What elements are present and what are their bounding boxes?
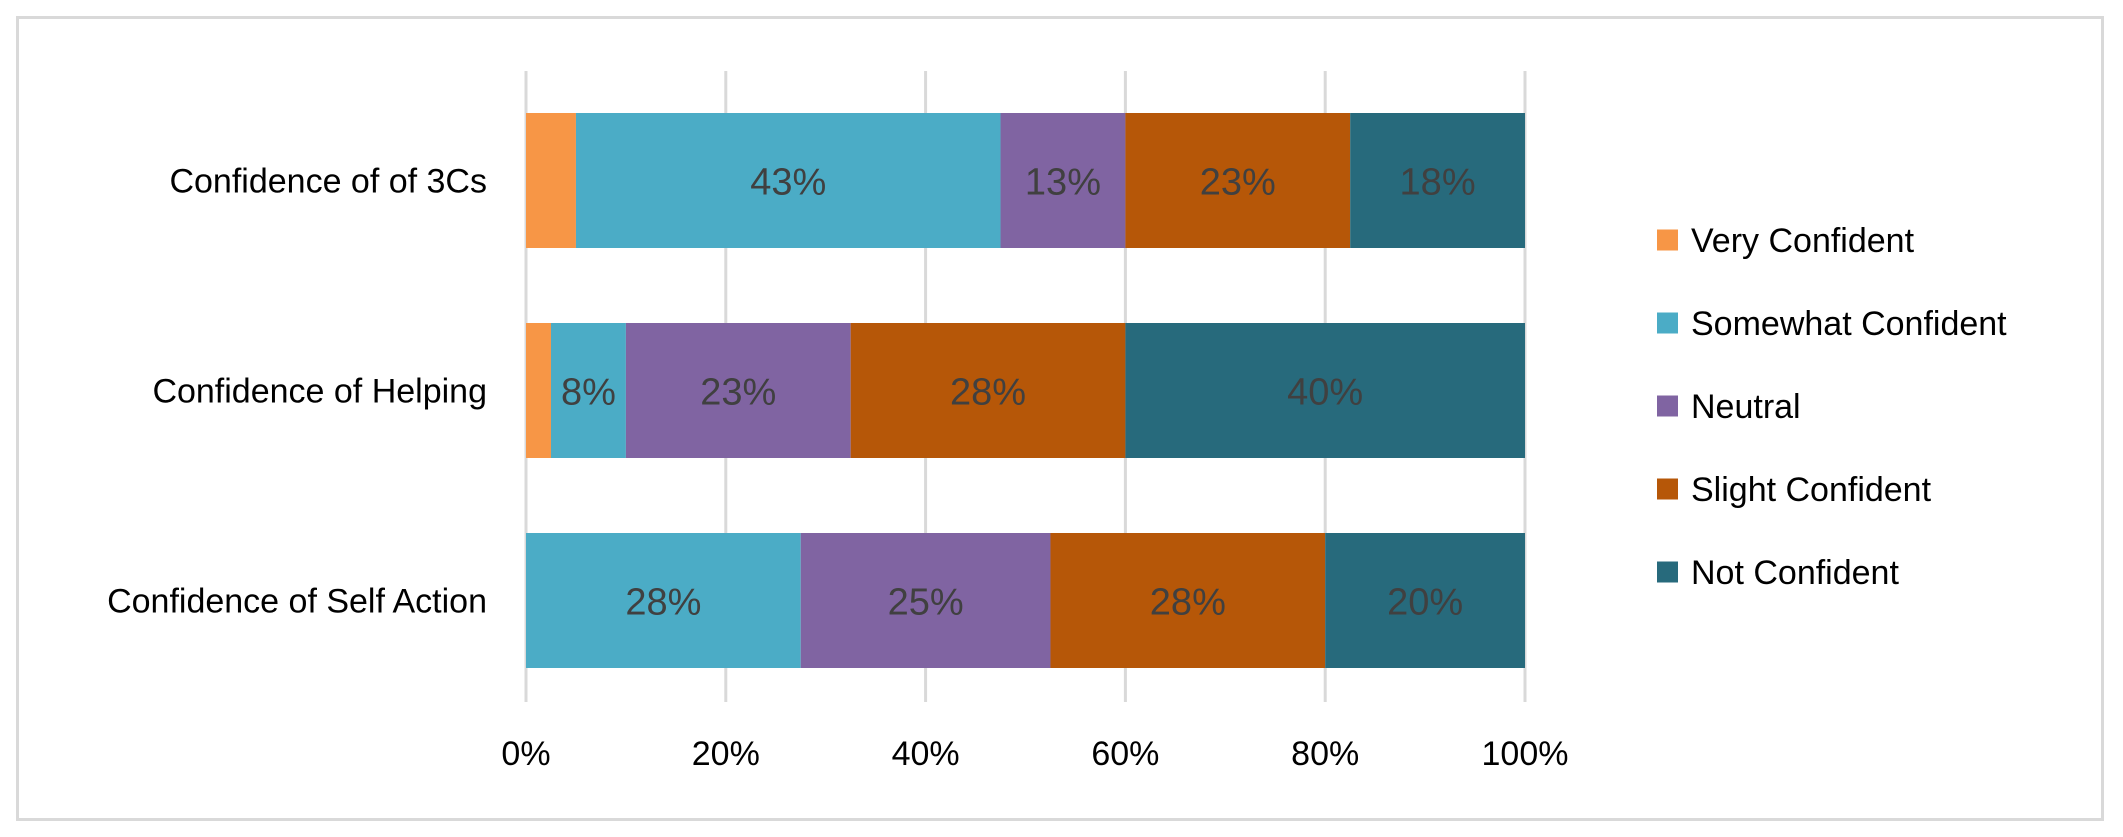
legend-label-somewhat-confident: Somewhat Confident	[1691, 305, 2007, 343]
data-label-neutral: 23%	[700, 372, 776, 414]
legend-swatch-neutral	[1657, 395, 1678, 417]
x-tick-label: 0%	[501, 735, 550, 773]
bar-segment-somewhat-confident	[550, 323, 626, 458]
data-label-somewhat-confident: 28%	[625, 582, 701, 624]
stacked-bar-chart: 43% 13% 23% 18% 8% 23% 28% 40% 28% 25% 28% 20% Conf…	[107, 71, 2007, 773]
x-axis-ticks: 0% 20% 40% 60% 80% 100%	[501, 735, 1568, 773]
data-label-not-confident: 18%	[1400, 162, 1476, 204]
bars	[526, 113, 1525, 668]
legend-swatch-slight-confident	[1657, 478, 1678, 500]
data-label-slight-confident: 23%	[1200, 162, 1276, 204]
legend-label-neutral: Neutral	[1691, 388, 1801, 426]
bar-segment-not-confident	[1325, 533, 1525, 668]
category-labels: Confidence of of 3Cs Confidence of Helpin…	[107, 163, 487, 621]
data-label-not-confident: 20%	[1387, 582, 1463, 624]
legend-swatch-very-confident	[1657, 229, 1678, 251]
legend-label-not-confident: Not Confident	[1691, 554, 1899, 592]
bar-segment-somewhat-confident	[526, 533, 801, 668]
bar-segment-slight-confident	[1050, 533, 1326, 668]
bar-segment-not-confident	[1125, 323, 1525, 458]
data-label-not-confident: 40%	[1287, 372, 1363, 414]
category-label-confidence-of-of-3cs: Confidence of of 3Cs	[169, 163, 487, 201]
bar-segment-neutral	[800, 533, 1051, 668]
bar-segment-neutral	[1000, 113, 1126, 248]
legend-label-very-confident: Very Confident	[1691, 222, 1915, 260]
chart-frame: 43% 13% 23% 18% 8% 23% 28% 40% 28% 25% 28% 20% Conf…	[16, 16, 2104, 821]
x-tick-label: 80%	[1291, 735, 1359, 773]
bar-segment-slight-confident	[1125, 113, 1351, 248]
bar-segment-very-confident	[526, 323, 551, 458]
category-label-confidence-of-helping: Confidence of Helping	[152, 373, 487, 411]
legend-swatch-somewhat-confident	[1657, 312, 1678, 334]
x-tick-label: 20%	[692, 735, 760, 773]
x-tick-label: 60%	[1091, 735, 1159, 773]
data-label-somewhat-confident: 43%	[750, 162, 826, 204]
bar-segment-neutral	[625, 323, 851, 458]
bar-segment-very-confident	[526, 113, 576, 248]
data-label-neutral: 25%	[888, 582, 964, 624]
data-labels: 43% 13% 23% 18% 8% 23% 28% 40% 28% 25% 28% 20%	[561, 162, 1476, 624]
legend: Very Confident Somewhat Confident Neutral S…	[1657, 222, 2007, 592]
bar-segment-somewhat-confident	[575, 113, 1001, 248]
data-label-neutral: 13%	[1025, 162, 1101, 204]
data-label-somewhat-confident: 8%	[561, 372, 616, 414]
data-label-slight-confident: 28%	[950, 372, 1026, 414]
legend-swatch-not-confident	[1657, 561, 1678, 583]
x-tick-label: 40%	[892, 735, 960, 773]
x-tick-label: 100%	[1482, 735, 1569, 773]
data-label-slight-confident: 28%	[1150, 582, 1226, 624]
category-label-confidence-of-self-action: Confidence of Self Action	[107, 583, 487, 621]
bar-segment-slight-confident	[850, 323, 1126, 458]
bar-segment-not-confident	[1350, 113, 1525, 248]
legend-label-slight-confident: Slight Confident	[1691, 471, 1932, 509]
